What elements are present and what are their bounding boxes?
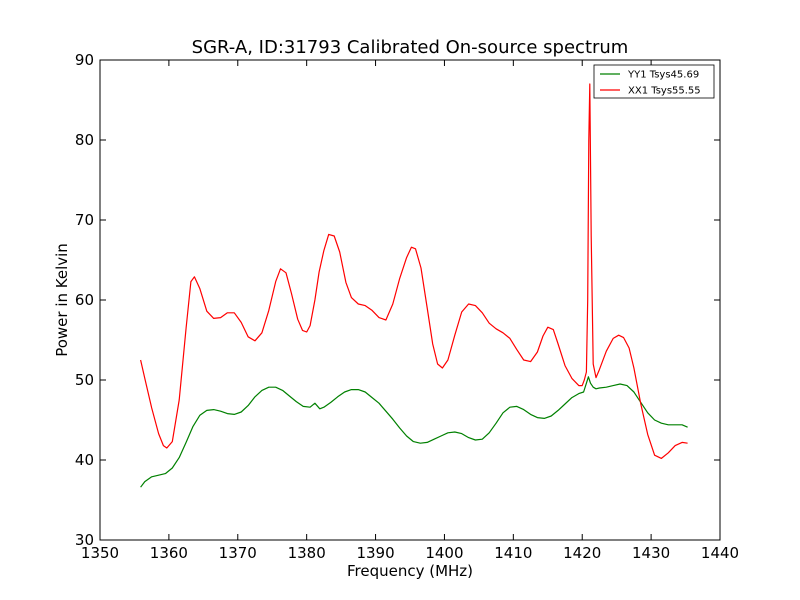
x-tick-label: 1400 <box>425 544 463 562</box>
y-axis-title: Power in Kelvin <box>53 243 71 357</box>
series-layer <box>140 83 688 488</box>
x-tick-label: 1430 <box>632 544 670 562</box>
x-tick-label: 1410 <box>494 544 532 562</box>
y-tick-label: 90 <box>75 51 94 69</box>
y-tick-label: 40 <box>75 451 94 469</box>
y-tick-label: 70 <box>75 211 94 229</box>
legend-label-1: XX1 Tsys55.55 <box>628 86 701 97</box>
x-axis-ticks: 1350 1360 1370 1380 1390 1400 1410 1420 1430 1440 <box>81 60 739 562</box>
y-tick-label: 80 <box>75 131 94 149</box>
y-tick-label: 30 <box>75 531 94 549</box>
x-tick-label: 1350 <box>81 544 119 562</box>
series-line-1 <box>140 83 688 459</box>
x-axis-title: Frequency (MHz) <box>347 562 473 580</box>
chart-title: SGR-A, ID:31793 Calibrated On-source spe… <box>192 37 629 58</box>
x-tick-label: 1420 <box>563 544 601 562</box>
y-tick-label: 60 <box>75 291 94 309</box>
legend: YY1 Tsys45.69 XX1 Tsys55.55 <box>593 64 715 99</box>
legend-box <box>593 64 715 99</box>
x-tick-label: 1360 <box>150 544 188 562</box>
y-axis-ticks: 30 40 50 60 70 80 90 <box>75 51 720 549</box>
x-tick-label: 1370 <box>219 544 257 562</box>
plot-area <box>100 60 720 540</box>
series-line-0 <box>140 376 688 488</box>
legend-label-0: YY1 Tsys45.69 <box>627 70 699 81</box>
x-tick-label: 1390 <box>356 544 394 562</box>
x-tick-label: 1380 <box>288 544 326 562</box>
x-tick-label: 1440 <box>701 544 739 562</box>
plot-frame <box>99 59 721 541</box>
y-tick-label: 50 <box>75 371 94 389</box>
